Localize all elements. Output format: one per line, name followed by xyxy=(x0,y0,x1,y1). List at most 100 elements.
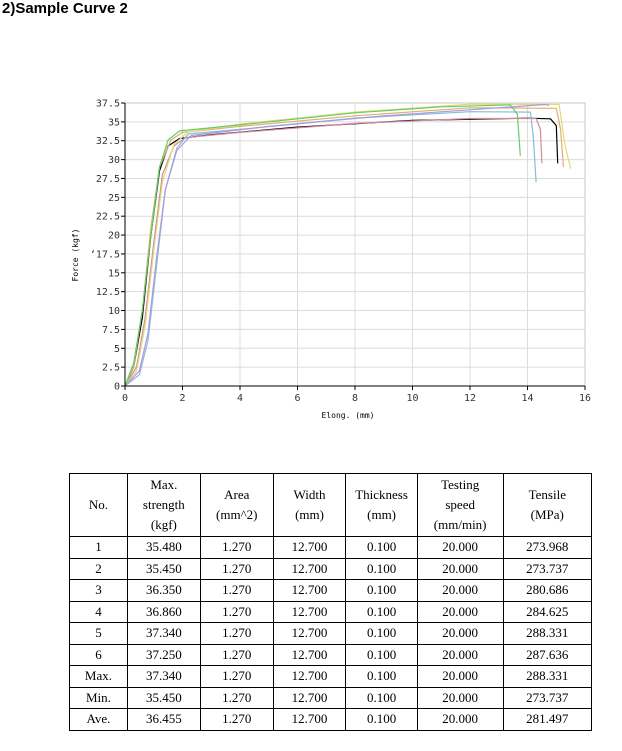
table-cell: 20.000 xyxy=(416,665,504,688)
table-cell: 1.270 xyxy=(199,643,274,666)
table-cell: 20.000 xyxy=(416,686,504,709)
table-cell: 35.450 xyxy=(126,557,201,580)
table-cell: 288.331 xyxy=(502,622,593,645)
table-cell: 1.270 xyxy=(199,536,274,559)
y-tick-label: 5 xyxy=(114,344,120,355)
series-line-1 xyxy=(124,117,559,387)
table-cell: 5 xyxy=(69,622,128,645)
table-cell: Max. xyxy=(69,665,128,688)
table-cell: 273.968 xyxy=(502,536,593,559)
table-cell: 12.700 xyxy=(272,708,347,731)
table-cell: 0.100 xyxy=(345,557,418,580)
table-cell: 0.100 xyxy=(345,622,418,645)
table-cell: 284.625 xyxy=(502,600,593,623)
column-header-line: Max. xyxy=(150,477,178,492)
y-tick-label: 10 xyxy=(108,306,120,317)
table-cell: Min. xyxy=(69,686,128,709)
table-cell: 12.700 xyxy=(272,579,347,602)
table-row: 4 36.860 1.270 12.700 0.100 20.000 284.625 xyxy=(69,600,593,623)
table-cell: Ave. xyxy=(69,708,128,731)
table-cell: 20.000 xyxy=(416,600,504,623)
column-header: No. xyxy=(69,473,128,537)
table-cell: 2 xyxy=(69,557,128,580)
table-cell: 287.636 xyxy=(502,643,593,666)
y-tick-label: 0 xyxy=(114,382,120,393)
table-row: Max. 37.340 1.270 12.700 0.100 20.000 288.331 xyxy=(69,665,593,688)
y-tick-label: 22.5 xyxy=(96,212,120,223)
column-header-line: Testing xyxy=(441,477,480,492)
table-row: 1 35.480 1.270 12.700 0.100 20.000 273.968 xyxy=(69,536,593,559)
x-tick-label: 10 xyxy=(406,393,418,404)
table-row: Ave. 36.455 1.270 12.700 0.100 20.000 281.497 xyxy=(69,708,593,731)
table-cell: 0.100 xyxy=(345,665,418,688)
table-cell: 12.700 xyxy=(272,536,347,559)
x-tick-label: 8 xyxy=(352,393,358,404)
column-header-line: (mm/min) xyxy=(433,517,487,532)
table-row: Min. 35.450 1.270 12.700 0.100 20.000 273.737 xyxy=(69,686,593,709)
y-tick-label: 20 xyxy=(108,231,120,242)
column-header-line: (kgf) xyxy=(150,517,177,532)
column-header-line: No. xyxy=(88,497,109,512)
chart-tick-labels: 0 2 4 6 8 10 12 14 16 0 2.5 5 7.5 10 12.5 15 ‘17.5 20 22.5… xyxy=(90,99,591,405)
table-cell: 20.000 xyxy=(416,643,504,666)
series-line-5 xyxy=(124,103,572,387)
table-row: 5 37.340 1.270 12.700 0.100 20.000 288.331 xyxy=(69,622,593,645)
table-cell: 20.000 xyxy=(416,536,504,559)
table-cell: 280.686 xyxy=(502,579,593,602)
table-cell: 36.350 xyxy=(126,579,201,602)
column-header-line: (mm^2) xyxy=(216,507,258,522)
table-cell: 4 xyxy=(69,600,128,623)
table-cell: 3 xyxy=(69,579,128,602)
column-header-line: Area xyxy=(224,487,250,502)
table-cell: 273.737 xyxy=(502,557,593,580)
table-cell: 0.100 xyxy=(345,643,418,666)
y-tick-label: 35 xyxy=(108,117,120,128)
table-cell: 1.270 xyxy=(199,579,274,602)
table-cell: 1.270 xyxy=(199,622,274,645)
column-header-line: strength xyxy=(142,497,185,512)
table-cell: 20.000 xyxy=(416,708,504,731)
table-cell: 12.700 xyxy=(272,622,347,645)
table-header-row: No. Max. strength (kgf) Area (mm^2) Width (mm) T… xyxy=(69,473,593,537)
table-cell: 20.000 xyxy=(416,622,504,645)
column-header-line: (mm) xyxy=(295,507,324,522)
series-line-3 xyxy=(124,111,537,387)
table-cell: 0.100 xyxy=(345,600,418,623)
table-cell: 0.100 xyxy=(345,579,418,602)
column-header: Tensile (MPa) xyxy=(502,473,593,537)
chart-series-group xyxy=(124,103,572,387)
x-tick-label: 0 xyxy=(122,393,128,404)
table-cell: 12.700 xyxy=(272,665,347,688)
y-tick-label: 30 xyxy=(108,155,120,166)
table-cell: 12.700 xyxy=(272,557,347,580)
table-cell: 37.340 xyxy=(126,622,201,645)
table-cell: 6 xyxy=(69,643,128,666)
chart-axes xyxy=(121,102,586,390)
x-tick-label: 12 xyxy=(464,393,476,404)
table-cell: 35.450 xyxy=(126,686,201,709)
results-table: No. Max. strength (kgf) Area (mm^2) Width (mm) T… xyxy=(69,473,593,731)
y-tick-label: 32.5 xyxy=(96,136,120,147)
series-line-2 xyxy=(124,117,543,387)
series-line-4 xyxy=(124,107,564,387)
table-cell: 35.480 xyxy=(126,536,201,559)
y-tick-label: 37.5 xyxy=(96,99,120,110)
y-tick-label: 27.5 xyxy=(96,174,120,185)
table-cell: 36.455 xyxy=(126,708,201,731)
table-cell: 1.270 xyxy=(199,665,274,688)
chart-grid xyxy=(125,102,586,386)
table-body: 1 35.480 1.270 12.700 0.100 20.000 273.968 2 35.… xyxy=(69,536,593,731)
table-cell: 1.270 xyxy=(199,686,274,709)
x-axis-label: Elong. (mm) xyxy=(322,411,375,420)
column-header-line: Thickness xyxy=(355,487,408,502)
force-elongation-chart: 0 2 4 6 8 10 12 14 16 0 2.5 5 7.5 10 12.5 15 ‘17.5 20 22.5… xyxy=(71,99,591,421)
series-line-7 xyxy=(124,103,550,387)
table-cell: 1 xyxy=(69,536,128,559)
table-cell: 12.700 xyxy=(272,643,347,666)
table-cell: 37.250 xyxy=(126,643,201,666)
table-cell: 20.000 xyxy=(416,557,504,580)
table-row: 3 36.350 1.270 12.700 0.100 20.000 280.686 xyxy=(69,579,593,602)
page-heading: 2)Sample Curve 2 xyxy=(2,0,128,17)
table-cell: 281.497 xyxy=(502,708,593,731)
x-tick-label: 2 xyxy=(179,393,185,404)
